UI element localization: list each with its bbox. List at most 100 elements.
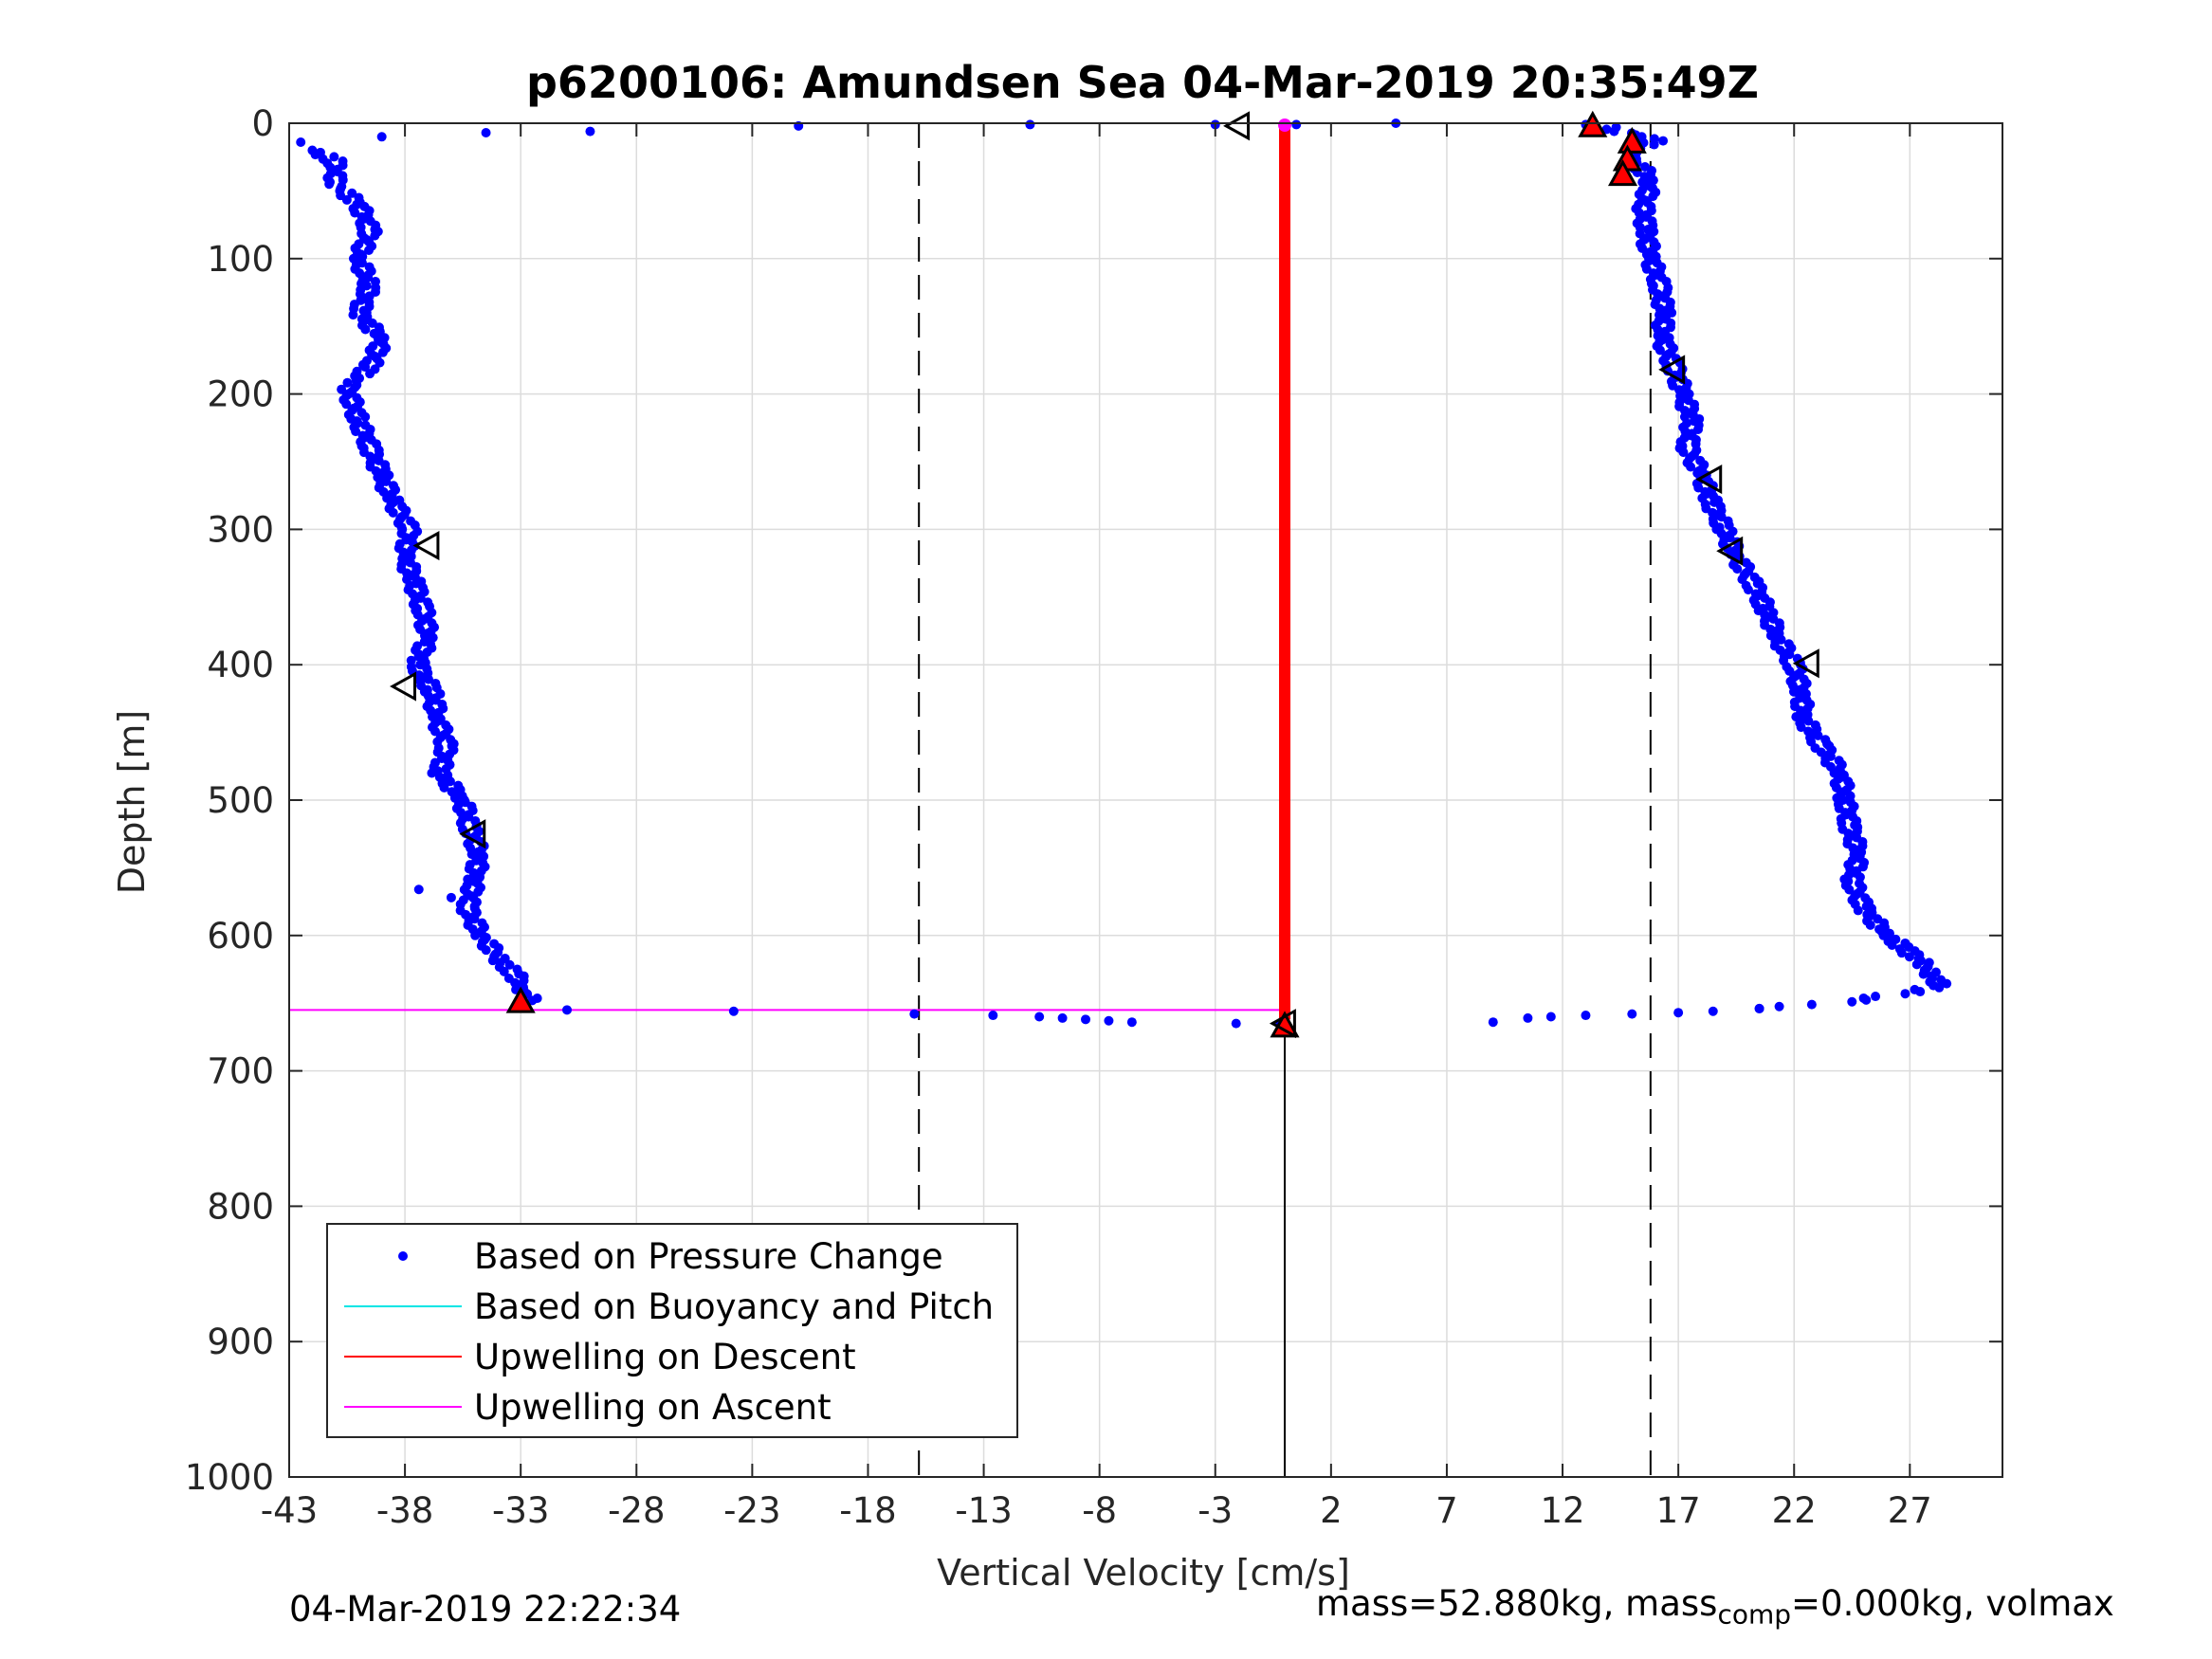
pressure-change-point	[296, 137, 306, 147]
pressure-change-point	[1291, 119, 1302, 130]
pressure-change-point	[445, 776, 455, 787]
pressure-change-point	[342, 377, 353, 388]
pressure-change-point	[1896, 948, 1907, 958]
red-triangle-marker	[1617, 126, 1647, 154]
pressure-change-point	[1545, 1012, 1556, 1022]
x-axis-label: Vertical Velocity [cm/s]	[937, 1552, 1350, 1594]
pressure-change-point	[360, 362, 371, 373]
pressure-change-point	[1488, 1017, 1498, 1028]
pressure-change-point	[367, 318, 377, 328]
y-tick-label: 900	[207, 1322, 274, 1362]
pressure-change-point	[337, 384, 347, 394]
pressure-change-point	[1673, 1008, 1684, 1018]
x-tick-label: 7	[1435, 1490, 1458, 1531]
y-tick-label: 700	[207, 1051, 274, 1092]
pressure-change-point	[430, 726, 440, 737]
x-tick-label: -18	[839, 1490, 896, 1531]
x-tick-label: -28	[608, 1490, 665, 1531]
y-tick-label: 800	[207, 1186, 274, 1227]
y-tick-label: 1000	[185, 1457, 274, 1498]
pressure-change-point	[446, 892, 456, 902]
axis-ticks: -43 -38 -33 -28 -23 -18 -13 -8 -3 2 7 12 17 22 2701002…	[185, 103, 2002, 1531]
pressure-change-point	[1861, 994, 1872, 1005]
pressure-change-point	[1648, 191, 1658, 202]
mass-comp-subscript: comp	[1717, 1598, 1792, 1631]
x-tick-label: -13	[955, 1490, 1012, 1531]
pressure-change-points	[296, 118, 1952, 1030]
y-tick-label: 0	[251, 103, 274, 144]
pressure-change-point	[350, 208, 360, 218]
x-tick-label: 12	[1540, 1490, 1584, 1531]
pressure-change-point	[1915, 987, 1926, 997]
pressure-change-point	[1911, 959, 1922, 970]
red-triangle-marker	[505, 986, 536, 1013]
pressure-change-point	[1609, 126, 1619, 137]
legend-swatch-dot	[398, 1251, 408, 1261]
reference-lines	[918, 123, 1652, 1477]
pressure-change-point	[423, 674, 433, 684]
x-tick-label: -23	[723, 1490, 780, 1531]
triangle-markers	[390, 110, 1819, 1039]
footer-mass-info: mass=52.880kg, masscomp=0.000kg, volmax	[1316, 1583, 2114, 1630]
pressure-change-point	[562, 1005, 573, 1015]
y-tick-label: 500	[207, 780, 274, 821]
pressure-change-point	[1844, 884, 1855, 895]
pressure-change-point	[527, 995, 538, 1006]
x-tick-label: -3	[1197, 1490, 1233, 1531]
mass-comp-text: =0.000kg, volmax	[1791, 1583, 2114, 1624]
pressure-change-point	[1581, 1011, 1591, 1021]
pressure-change-point	[341, 399, 352, 410]
open-triangle-marker	[1658, 355, 1686, 385]
x-tick-label: 17	[1656, 1490, 1701, 1531]
pressure-change-point	[351, 427, 361, 437]
legend: Based on Pressure Change Based on Buoyanc…	[326, 1223, 1018, 1438]
y-axis-label: Depth [m]	[111, 710, 153, 895]
pressure-change-point	[1847, 996, 1857, 1007]
footer-timestamp: 04-Mar-2019 22:22:34	[289, 1589, 682, 1630]
pressure-change-point	[1774, 1001, 1784, 1012]
pressure-change-point	[1803, 716, 1814, 726]
pressure-change-point	[329, 152, 339, 162]
pressure-change-point	[347, 188, 357, 198]
chart-title: p6200106: Amundsen Sea 04-Mar-2019 20:35…	[526, 57, 1759, 108]
red-triangle-marker	[1607, 159, 1638, 187]
pressure-change-point	[499, 966, 509, 976]
pressure-change-point	[988, 1011, 998, 1021]
pressure-change-point	[370, 230, 380, 241]
pressure-change-point	[1686, 462, 1696, 472]
legend-label: Upwelling on Descent	[474, 1337, 856, 1377]
y-tick-label: 200	[207, 374, 274, 415]
pressure-change-point	[364, 246, 375, 256]
pressure-change-point	[1231, 1018, 1241, 1029]
pressure-change-point	[1708, 1006, 1718, 1016]
upwelling-ascent-point	[1278, 118, 1292, 132]
pressure-change-point	[377, 347, 388, 357]
pressure-change-point	[360, 411, 371, 422]
y-tick-label: 400	[207, 645, 274, 685]
open-triangle-marker	[1223, 111, 1251, 141]
open-triangle-marker	[1269, 1009, 1296, 1039]
pressure-change-point	[487, 956, 498, 966]
open-triangle-marker	[412, 530, 440, 561]
open-triangle-marker	[459, 819, 486, 849]
pressure-change-point	[1649, 139, 1659, 150]
pressure-change-point	[1126, 1017, 1137, 1028]
pressure-change-point	[1678, 447, 1689, 458]
open-triangle-marker	[1695, 465, 1723, 495]
x-tick-label: -43	[261, 1490, 318, 1531]
pressure-change-point	[439, 782, 449, 793]
pressure-change-point	[341, 194, 352, 205]
x-tick-label: -8	[1082, 1490, 1117, 1531]
red-triangle-marker	[1270, 1011, 1300, 1038]
pressure-change-point	[1523, 1012, 1533, 1023]
pressure-change-point	[1658, 136, 1669, 146]
open-triangle-marker	[1716, 536, 1744, 566]
y-tick-label: 100	[207, 239, 274, 280]
pressure-change-point	[310, 150, 320, 160]
pressure-change-point	[1732, 564, 1743, 574]
pressure-change-point	[470, 930, 481, 940]
x-tick-label: 2	[1320, 1490, 1343, 1531]
pressure-change-point	[504, 959, 515, 970]
pressure-change-point	[1918, 969, 1929, 979]
pressure-change-point	[1900, 989, 1910, 999]
